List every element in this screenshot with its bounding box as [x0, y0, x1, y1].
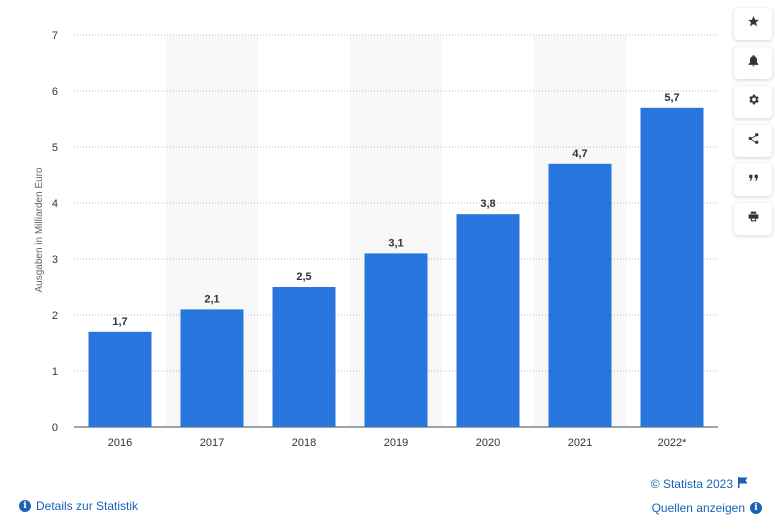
sources-link[interactable]: Quellen anzeigen i — [652, 501, 762, 515]
y-axis-title: Ausgaben in Milliarden Euro — [34, 167, 45, 293]
bar — [548, 163, 612, 428]
gear-icon — [747, 93, 760, 111]
y-tick-label: 4 — [52, 198, 58, 210]
quote-icon — [747, 171, 760, 189]
details-label: Details zur Statistik — [36, 499, 139, 513]
bar — [180, 309, 244, 427]
data-label: 2,5 — [296, 271, 311, 283]
favorite-button[interactable] — [734, 8, 772, 40]
bar — [272, 287, 336, 427]
value-labels: 1,7 2,1 2,5 3,1 3,8 4,7 5,7 — [112, 92, 679, 328]
data-label: 3,8 — [480, 198, 495, 210]
y-tick-label: 2 — [52, 310, 58, 322]
share-button[interactable] — [734, 125, 772, 157]
bars — [88, 107, 704, 428]
x-axis-ticks: 2016 2017 2018 2019 2020 2021 2022* — [108, 437, 687, 449]
y-tick-label: 5 — [52, 142, 58, 154]
data-label: 4,7 — [572, 148, 587, 160]
y-tick-label: 7 — [52, 30, 58, 42]
data-label: 5,7 — [664, 92, 679, 104]
x-tick-label: 2019 — [384, 437, 408, 449]
y-tick-label: 1 — [52, 366, 58, 378]
settings-button[interactable] — [734, 86, 772, 118]
y-tick-label: 0 — [52, 422, 58, 434]
flag-icon — [738, 477, 748, 491]
y-axis-ticks: 0 1 2 3 4 5 6 7 — [52, 30, 58, 434]
y-tick-label: 3 — [52, 254, 58, 266]
info-icon: i — [750, 502, 762, 514]
notification-button[interactable] — [734, 47, 772, 79]
data-label: 3,1 — [388, 237, 403, 249]
x-tick-label: 2022* — [658, 437, 687, 449]
bell-icon — [747, 54, 760, 72]
bar — [364, 253, 428, 427]
print-icon — [747, 210, 760, 228]
cite-button[interactable] — [734, 164, 772, 196]
bar — [88, 331, 152, 427]
share-icon — [747, 132, 760, 150]
x-tick-label: 2016 — [108, 437, 132, 449]
star-icon — [747, 15, 760, 33]
bar — [640, 107, 704, 428]
info-icon: i — [19, 500, 31, 512]
toolbar — [734, 8, 772, 235]
y-tick-label: 6 — [52, 86, 58, 98]
data-label: 1,7 — [112, 316, 127, 328]
x-tick-label: 2020 — [476, 437, 500, 449]
copyright-text: © Statista 2023 — [650, 477, 733, 491]
x-tick-label: 2017 — [200, 437, 224, 449]
x-tick-label: 2021 — [568, 437, 592, 449]
bar — [456, 214, 520, 427]
copyright-link[interactable]: © Statista 2023 — [651, 477, 748, 491]
print-button[interactable] — [734, 203, 772, 235]
sources-label: Quellen anzeigen — [651, 501, 745, 515]
data-label: 2,1 — [204, 293, 219, 305]
x-tick-label: 2018 — [292, 437, 316, 449]
details-link[interactable]: i Details zur Statistik — [19, 499, 138, 513]
